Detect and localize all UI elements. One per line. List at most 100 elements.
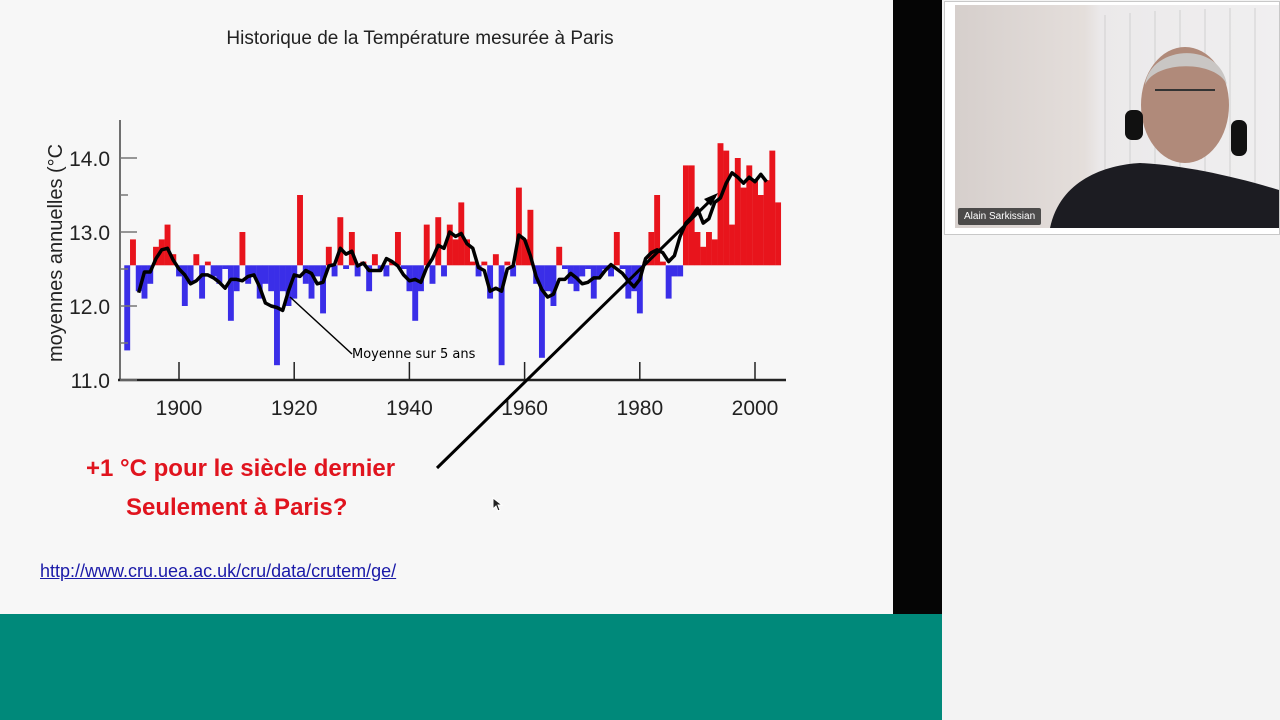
anomaly-bar <box>441 265 447 277</box>
anomaly-bar <box>729 224 735 266</box>
anomaly-bar <box>204 261 211 266</box>
anomaly-bar <box>711 239 718 266</box>
x-tick-label: 1980 <box>616 397 663 420</box>
anomaly-bar <box>544 265 551 292</box>
y-tick-label: 11.0 <box>71 370 110 393</box>
anomaly-bar <box>262 265 269 284</box>
anomaly-bar <box>492 254 499 266</box>
anomaly-bar <box>590 265 597 299</box>
y-tick-label: 14.0 <box>69 148 110 171</box>
screen-share-border <box>893 0 942 614</box>
anomaly-bar <box>268 265 275 292</box>
anomaly-bar <box>475 265 482 277</box>
anomaly-bar <box>677 265 684 277</box>
anomaly-bar <box>429 265 436 284</box>
anomaly-bar <box>141 265 148 299</box>
anomaly-bar <box>631 265 638 292</box>
x-tick-label: 1900 <box>156 397 203 420</box>
anomaly-bar <box>636 265 643 314</box>
anomaly-bar <box>706 232 712 266</box>
anomaly-bar <box>717 143 724 266</box>
anomaly-bar <box>412 265 419 321</box>
anomaly-bar <box>671 265 678 277</box>
anomaly-bar <box>371 254 378 266</box>
anomaly-bar <box>285 265 292 306</box>
anomaly-bar <box>550 265 557 306</box>
anomaly-bar <box>659 261 666 266</box>
anomaly-bar <box>291 265 298 299</box>
anomaly-bar <box>700 246 707 266</box>
y-axis-label: moyennes annuelles (°C <box>45 144 67 362</box>
anomaly-bar <box>757 195 764 266</box>
anomaly-bar <box>279 265 286 292</box>
anomaly-bar <box>187 265 194 284</box>
anomaly-bar <box>464 239 470 266</box>
anomaly-bar <box>331 265 338 277</box>
x-tick-label: 2000 <box>732 397 779 420</box>
anomaly-bar <box>325 246 332 266</box>
anomaly-bar <box>245 265 252 284</box>
anomaly-bar <box>682 165 689 266</box>
anomaly-bar <box>481 261 488 266</box>
anomaly-bar <box>775 202 782 266</box>
anomaly-bar <box>579 265 586 277</box>
source-link[interactable]: http://www.cru.uea.ac.uk/cru/data/crutem… <box>40 561 397 581</box>
anomaly-bar <box>654 195 661 266</box>
anomaly-bar <box>498 265 505 366</box>
anomaly-bar <box>302 265 309 284</box>
anomaly-bar <box>199 265 206 299</box>
anomaly-bar <box>400 265 407 269</box>
y-tick-label: 12.0 <box>69 296 110 319</box>
anomaly-bar <box>752 180 758 266</box>
mouse-cursor-icon <box>492 497 504 512</box>
anomaly-bar <box>469 261 476 266</box>
temperature-chart: 11.0 12.0 13.0 14.0 1900 1920 1940 1960 1980 2000… <box>45 120 786 470</box>
anomaly-bar <box>613 232 620 266</box>
anomaly-bar <box>222 265 229 269</box>
anomaly-bar <box>354 265 361 277</box>
anomaly-bar <box>723 150 730 266</box>
participant-silhouette <box>1050 8 1279 228</box>
smoothing-pointer-line <box>289 296 353 355</box>
anomaly-bar <box>602 265 609 269</box>
participant-video: Alain Sarkissian <box>955 5 1279 228</box>
anomaly-bar <box>619 265 626 269</box>
anomaly-bar <box>320 265 326 314</box>
anomaly-bar <box>147 265 154 284</box>
smoothing-label: Moyenne sur 5 ans <box>352 347 476 362</box>
participant-video-tile[interactable]: Alain Sarkissian <box>944 1 1280 235</box>
anomaly-bar <box>135 265 142 292</box>
anomaly-bar <box>487 265 494 299</box>
slide-footer-band <box>0 614 942 720</box>
anomaly-bar <box>510 265 517 277</box>
shared-slide: Historique de la Température mesurée à P… <box>40 28 786 581</box>
trend-arrow-line <box>435 194 717 470</box>
anomaly-bar <box>181 265 188 306</box>
x-tick-label: 1920 <box>271 397 318 420</box>
anomaly-bar <box>337 217 344 266</box>
anomaly-bar <box>239 232 246 266</box>
trend-arrowhead <box>704 193 718 206</box>
anomaly-bar <box>274 265 280 366</box>
participant-name-tag: Alain Sarkissian <box>958 208 1042 225</box>
anomaly-bar <box>130 239 136 266</box>
anomaly-bar <box>348 232 355 266</box>
anomaly-bar <box>763 180 770 266</box>
anomaly-bar <box>308 265 315 299</box>
anomaly-bar <box>193 254 200 266</box>
anomaly-bar <box>734 158 741 266</box>
x-tick-label: 1960 <box>501 397 548 420</box>
annotation-text-2: Seulement à Paris? <box>126 494 348 521</box>
annotation-text-1: +1 °C pour le siècle dernier <box>86 455 396 482</box>
anomaly-bar <box>164 224 171 266</box>
anomaly-bar <box>556 246 563 266</box>
anomaly-bar <box>227 265 234 321</box>
anomaly-bar <box>406 265 413 292</box>
anomaly-bar <box>343 265 350 269</box>
anomaly-bar <box>124 265 131 351</box>
anomaly-bar <box>608 265 614 277</box>
anomaly-bar <box>694 232 701 266</box>
anomaly-bar <box>665 265 672 299</box>
x-tick-label: 1940 <box>386 397 433 420</box>
anomaly-bar <box>366 265 373 292</box>
